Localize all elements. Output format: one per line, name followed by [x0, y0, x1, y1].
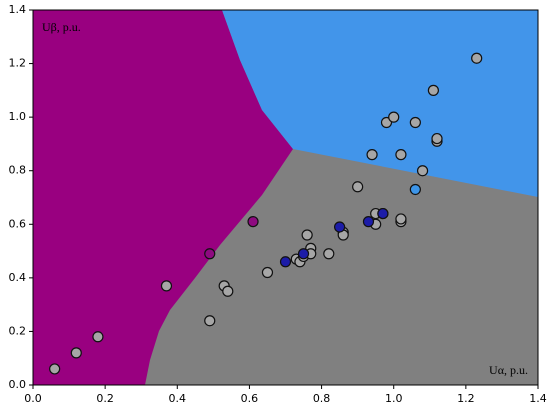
- y-tick-label: 0.6: [9, 217, 27, 230]
- point: [301, 229, 313, 241]
- point: [427, 84, 439, 96]
- point: [222, 285, 234, 297]
- point: [204, 315, 216, 327]
- point: [334, 221, 346, 233]
- point: [352, 181, 364, 193]
- x-axis-label: Uα, p.u.: [489, 363, 528, 377]
- y-tick-label: 1.2: [9, 57, 27, 70]
- x-tick-label: 1.4: [529, 392, 547, 405]
- point: [409, 116, 421, 129]
- point: [204, 248, 216, 260]
- point: [160, 280, 173, 292]
- y-tick-label: 0.8: [9, 164, 27, 177]
- plot-frame: [32, 9, 539, 386]
- x-tick-label: 0.8: [313, 392, 331, 405]
- x-tick-label: 1.2: [457, 392, 475, 405]
- y-tick-label: 0.2: [9, 324, 27, 337]
- y-tick-label: 1.4: [9, 3, 27, 16]
- y-axis-label: Uβ, p.u.: [42, 20, 81, 34]
- point: [279, 256, 292, 268]
- point: [362, 216, 375, 228]
- x-tick-label: 0.0: [24, 392, 42, 405]
- x-tick-label: 0.4: [169, 392, 187, 405]
- point: [395, 149, 407, 161]
- purple-region: [33, 10, 293, 385]
- point: [49, 363, 61, 375]
- point: [366, 149, 378, 161]
- point: [92, 331, 104, 343]
- point: [409, 183, 421, 196]
- point: [323, 248, 335, 260]
- point: [261, 266, 274, 279]
- point: [431, 132, 443, 145]
- point: [395, 213, 407, 225]
- point: [297, 248, 310, 260]
- point: [416, 165, 429, 177]
- x-tick-label: 0.2: [96, 392, 114, 405]
- point: [247, 216, 259, 228]
- y-tick-label: 0.0: [9, 378, 27, 391]
- point: [471, 52, 483, 64]
- blue-region: [222, 10, 538, 197]
- point: [70, 347, 82, 359]
- y-tick-label: 0.4: [9, 271, 27, 284]
- point: [377, 207, 389, 220]
- x-tick-label: 0.6: [241, 392, 259, 405]
- y-tick-label: 1.0: [9, 110, 27, 123]
- point: [388, 111, 400, 123]
- x-tick-label: 1.0: [385, 392, 403, 405]
